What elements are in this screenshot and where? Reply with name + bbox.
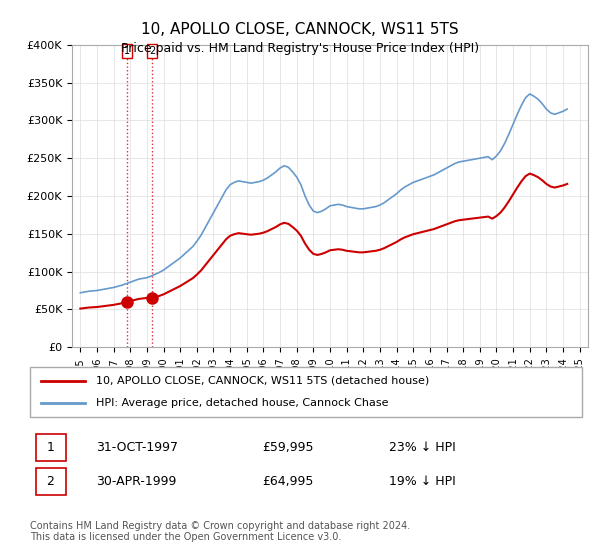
- Text: 19% ↓ HPI: 19% ↓ HPI: [389, 475, 455, 488]
- Text: £59,995: £59,995: [262, 441, 313, 454]
- Text: 23% ↓ HPI: 23% ↓ HPI: [389, 441, 455, 454]
- FancyBboxPatch shape: [30, 367, 582, 417]
- Text: 10, APOLLO CLOSE, CANNOCK, WS11 5TS (detached house): 10, APOLLO CLOSE, CANNOCK, WS11 5TS (det…: [96, 376, 430, 386]
- Text: Contains HM Land Registry data © Crown copyright and database right 2024.
This d: Contains HM Land Registry data © Crown c…: [30, 521, 410, 543]
- FancyBboxPatch shape: [35, 433, 66, 461]
- FancyBboxPatch shape: [35, 468, 66, 495]
- Text: 31-OCT-1997: 31-OCT-1997: [96, 441, 178, 454]
- Text: 30-APR-1999: 30-APR-1999: [96, 475, 176, 488]
- Text: 10, APOLLO CLOSE, CANNOCK, WS11 5TS: 10, APOLLO CLOSE, CANNOCK, WS11 5TS: [141, 22, 459, 38]
- Text: 2: 2: [149, 46, 155, 57]
- Text: 1: 1: [46, 441, 55, 454]
- Text: 2: 2: [46, 475, 55, 488]
- Text: HPI: Average price, detached house, Cannock Chase: HPI: Average price, detached house, Cann…: [96, 398, 389, 408]
- Text: 1: 1: [124, 46, 130, 57]
- Text: Price paid vs. HM Land Registry's House Price Index (HPI): Price paid vs. HM Land Registry's House …: [121, 42, 479, 55]
- Text: £64,995: £64,995: [262, 475, 313, 488]
